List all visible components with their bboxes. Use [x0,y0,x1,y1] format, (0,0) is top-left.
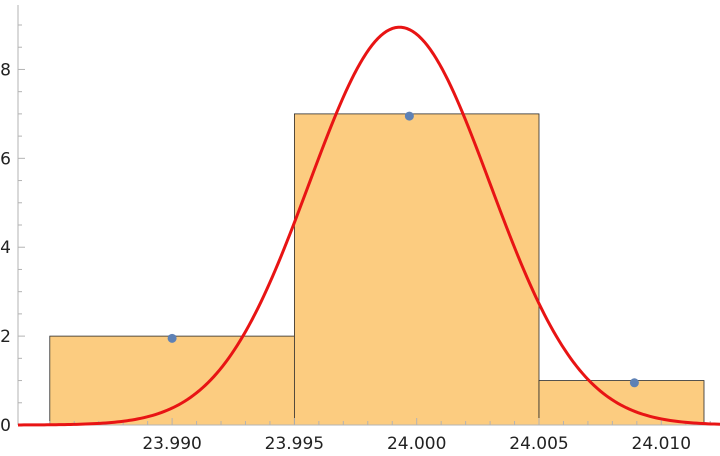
x-tick-label: 24.005 [509,434,568,454]
histogram-bar-3 [538,380,705,426]
x-tick-label: 24.000 [387,434,446,454]
x-tick-label: 24.010 [632,434,691,454]
y-tick-label: 8 [0,60,11,80]
data-points-layer [167,111,639,388]
y-tick-label: 0 [0,416,11,436]
y-tick-label: 4 [0,238,11,258]
histogram-bar-1 [49,335,295,426]
y-tick-label: 6 [0,149,11,169]
histogram-bars [49,113,705,426]
x-tick-label: 23.995 [265,434,324,454]
data-point-1 [167,333,177,343]
x-tick-label: 23.990 [142,434,201,454]
y-tick-label: 2 [0,327,11,347]
histogram-bar-2 [293,113,540,426]
normal-fit-curve [17,25,720,427]
data-point-2 [404,111,414,121]
fit-curve-layer [17,25,720,427]
data-point-3 [629,378,639,388]
axes: 0 2 4 6 8 23.990 23.995 24.000 24.005 24.010 [0,5,720,454]
